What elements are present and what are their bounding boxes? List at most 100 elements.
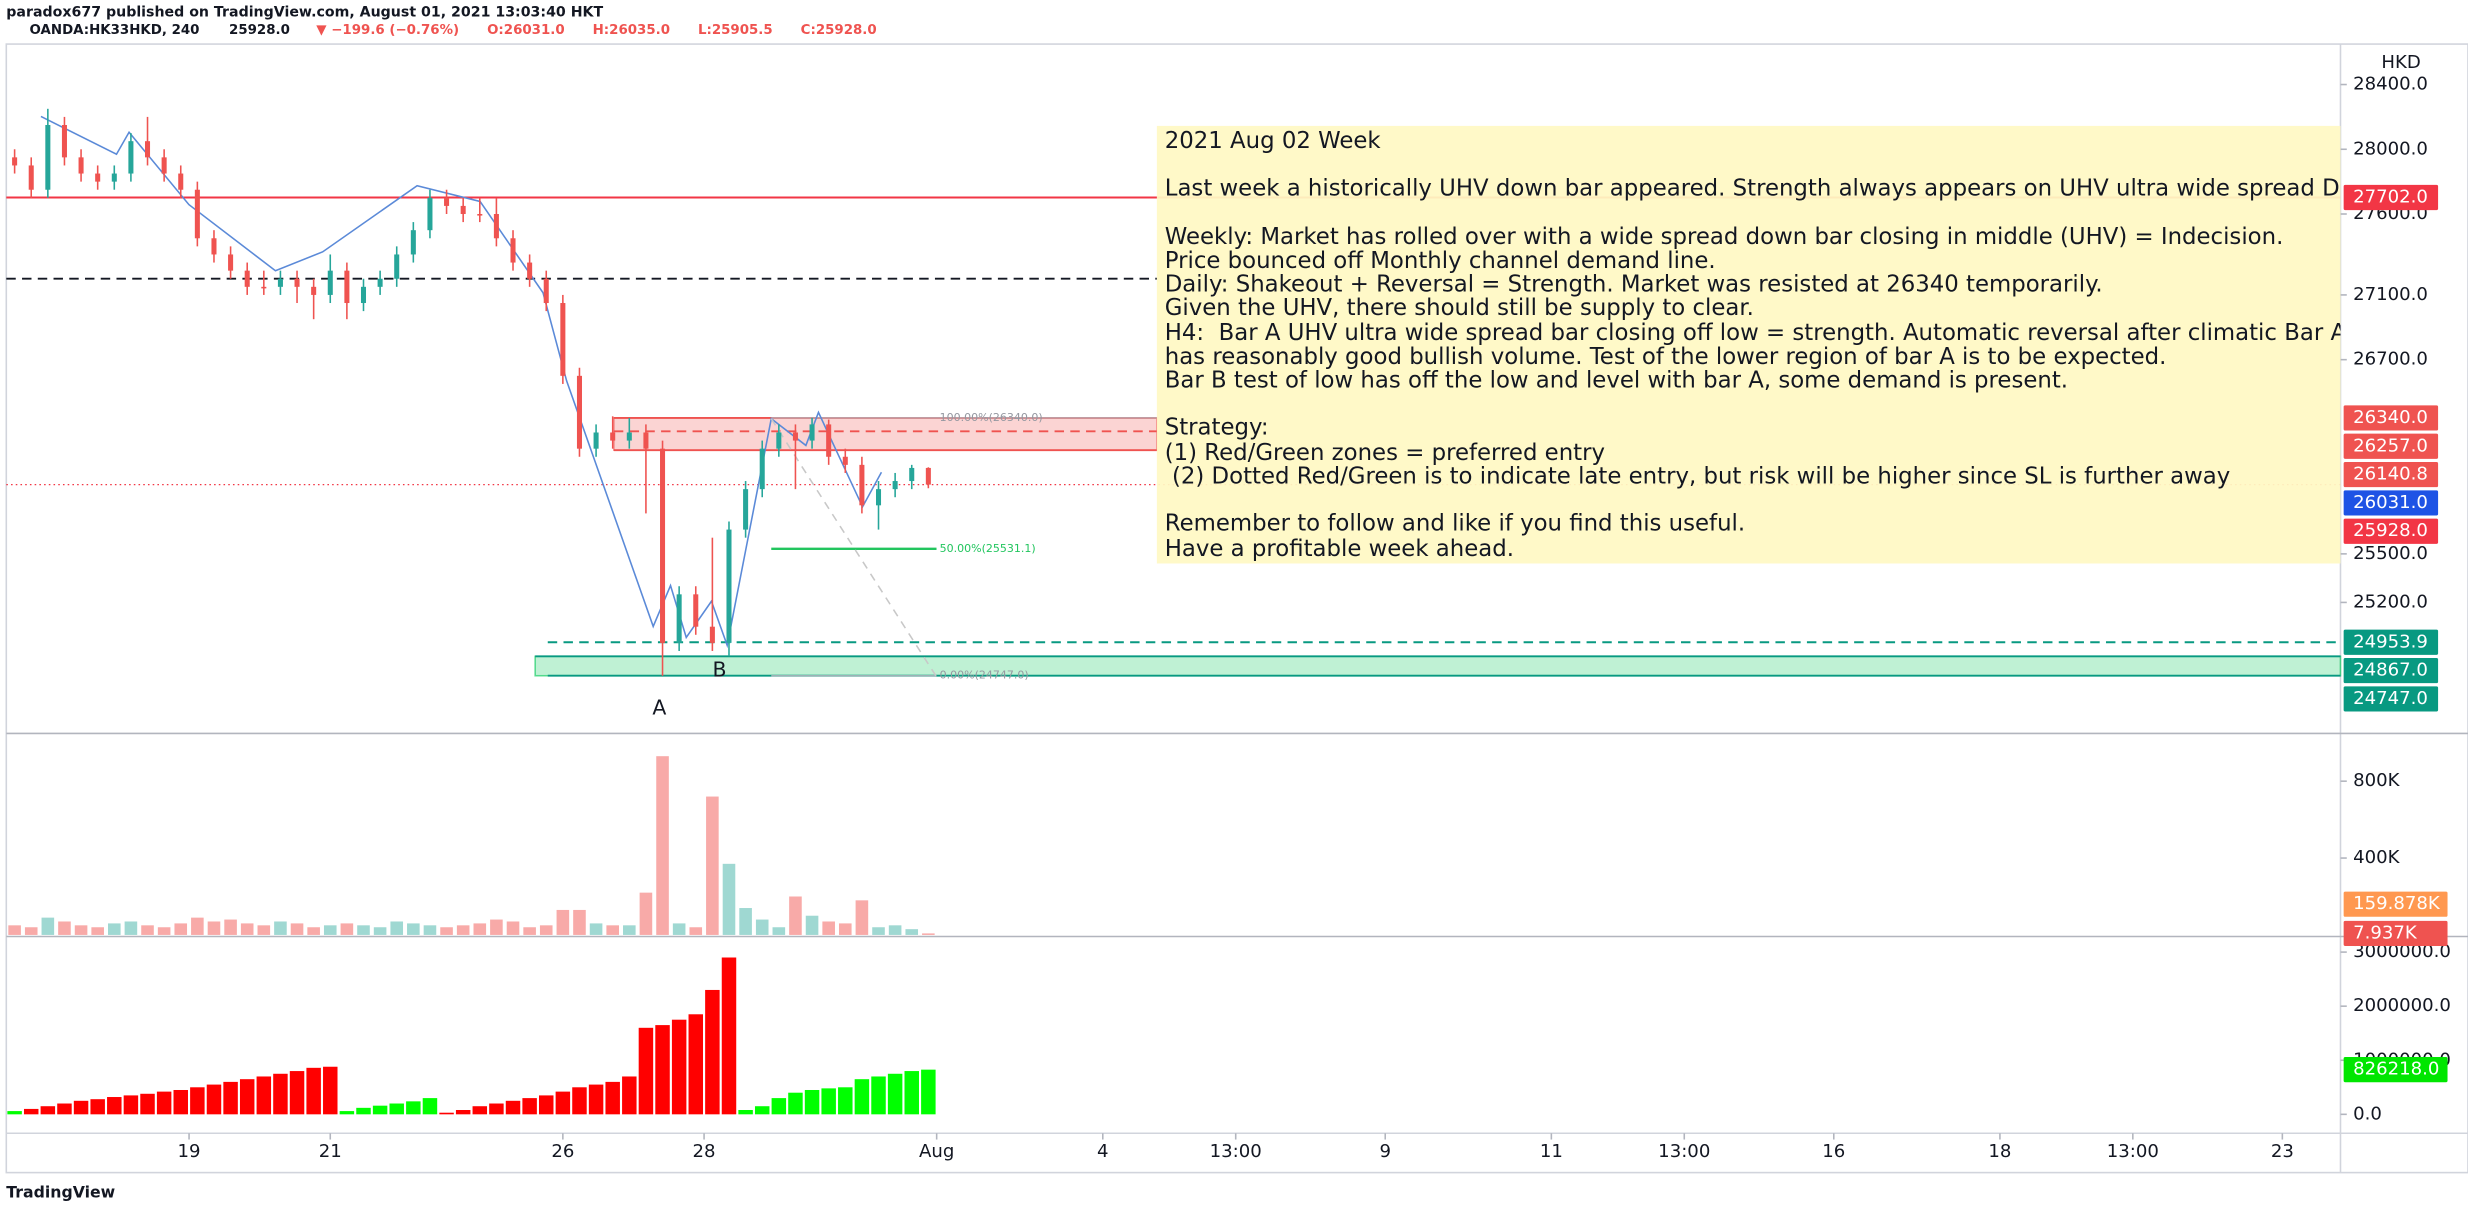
x-tick-label: 4 [1097,1141,1109,1162]
volume-bar [307,927,320,935]
y-tick-label: 25500.0 [2353,543,2428,564]
volume-bar [290,923,304,935]
price-label: 826218.0 [2353,1059,2439,1080]
note-line: Last week a historically UHV down bar ap… [1165,175,2443,201]
indicator-bar [522,1098,537,1115]
volume-bar [41,917,55,935]
indicator-bar [505,1100,521,1115]
price-label-box [2343,433,2439,459]
price-label-box [2343,184,2439,211]
price-label: 26031.0 [2353,492,2428,513]
high: H:26035.0 [593,23,670,38]
indicator-bar [904,1071,919,1115]
indicator-bar [140,1093,155,1115]
volume-bar [905,929,919,935]
indicator-bar [173,1089,188,1115]
indicator-bar [721,957,737,1115]
price-label: 7.937K [2353,922,2418,943]
indicator-bar [7,1111,22,1115]
indicator-bar [289,1071,305,1115]
x-tick-label: 16 [1822,1141,1845,1162]
volume-bar [407,923,420,935]
candle-body [826,424,832,457]
candle-body [327,270,333,295]
zone [613,417,1158,451]
indicator-bar [23,1108,39,1115]
indicator-bar [389,1103,404,1115]
note-line: Strategy: [1165,415,1269,441]
change: ▼ −199.6 (−0.76%) [316,23,459,38]
volume-bar [539,925,553,935]
price-label-box [2343,1057,2448,1083]
candle-body [792,432,798,441]
candle-body [909,467,915,482]
candle-body [593,432,599,449]
price-label-box [2343,686,2439,712]
volume-bar [440,927,453,935]
y-tick-label: 26700.0 [2353,349,2428,370]
indicator-bar [838,1087,853,1115]
indicator-bar [339,1111,355,1115]
close: C:25928.0 [801,23,877,38]
volume-bar [323,925,337,935]
volume-bar [805,915,819,935]
candle-body [244,270,250,287]
candle-body [743,489,749,530]
candle-body [543,278,549,304]
price-label-box [2343,891,2448,917]
note-line: Bar B test of low has off the low and le… [1165,367,2068,393]
indicator-bar [90,1099,105,1115]
indicator-bar [206,1084,222,1115]
volume-bar [589,923,603,935]
point-label: B [713,658,727,682]
volume-bar [91,927,104,935]
volume-bar [755,919,769,935]
open: O:26031.0 [487,23,565,38]
candle-body [693,594,699,627]
x-tick-label: 13:00 [2107,1141,2159,1162]
volume-bar [706,796,719,935]
candle-body [925,467,931,485]
volume-bar [739,908,752,935]
y-tick-label: 28000.0 [2353,138,2428,159]
volume-bar [922,933,935,935]
volume-bar [838,923,852,935]
fib-label: 100.00%(26340.0) [940,411,1043,424]
indicator-bar [406,1101,421,1115]
note-line: has reasonably good bullish volume. Test… [1165,344,2167,370]
candle-body [875,489,882,506]
header-line: paradox677 published on TradingView.com,… [6,5,603,21]
volume-bar [240,923,254,935]
candle-body [493,214,499,239]
candle-body [842,456,848,465]
volume-bar [689,927,703,935]
y-tick-label: 2000000.0 [2353,995,2451,1016]
indicator-bar [655,1025,670,1115]
candle-body [626,432,632,441]
candle-body [427,197,433,231]
indicator-bar [107,1097,122,1115]
indicator-bar [754,1106,770,1115]
candle-body [709,626,715,643]
indicator-bar [190,1087,205,1115]
volume-bar [506,921,520,935]
indicator-bar [887,1073,903,1115]
candle-body [527,262,533,279]
indicator-bar [688,1014,704,1115]
price-label: 26340.0 [2353,407,2428,428]
volume-bar [789,896,802,935]
indicator-bar [539,1095,554,1115]
candle-body [444,197,450,206]
indicator-bar [821,1088,836,1115]
volume-bar [191,917,204,935]
x-tick-label: 13:00 [1658,1141,1710,1162]
price-label: 159.878K [2353,893,2441,914]
candle-body [228,254,234,271]
indicator-bar [921,1069,936,1115]
volume-bar [174,923,188,935]
volume-bar [340,923,354,935]
candle-body [394,254,400,279]
point-label: A [652,695,666,719]
candle-body [78,157,84,174]
